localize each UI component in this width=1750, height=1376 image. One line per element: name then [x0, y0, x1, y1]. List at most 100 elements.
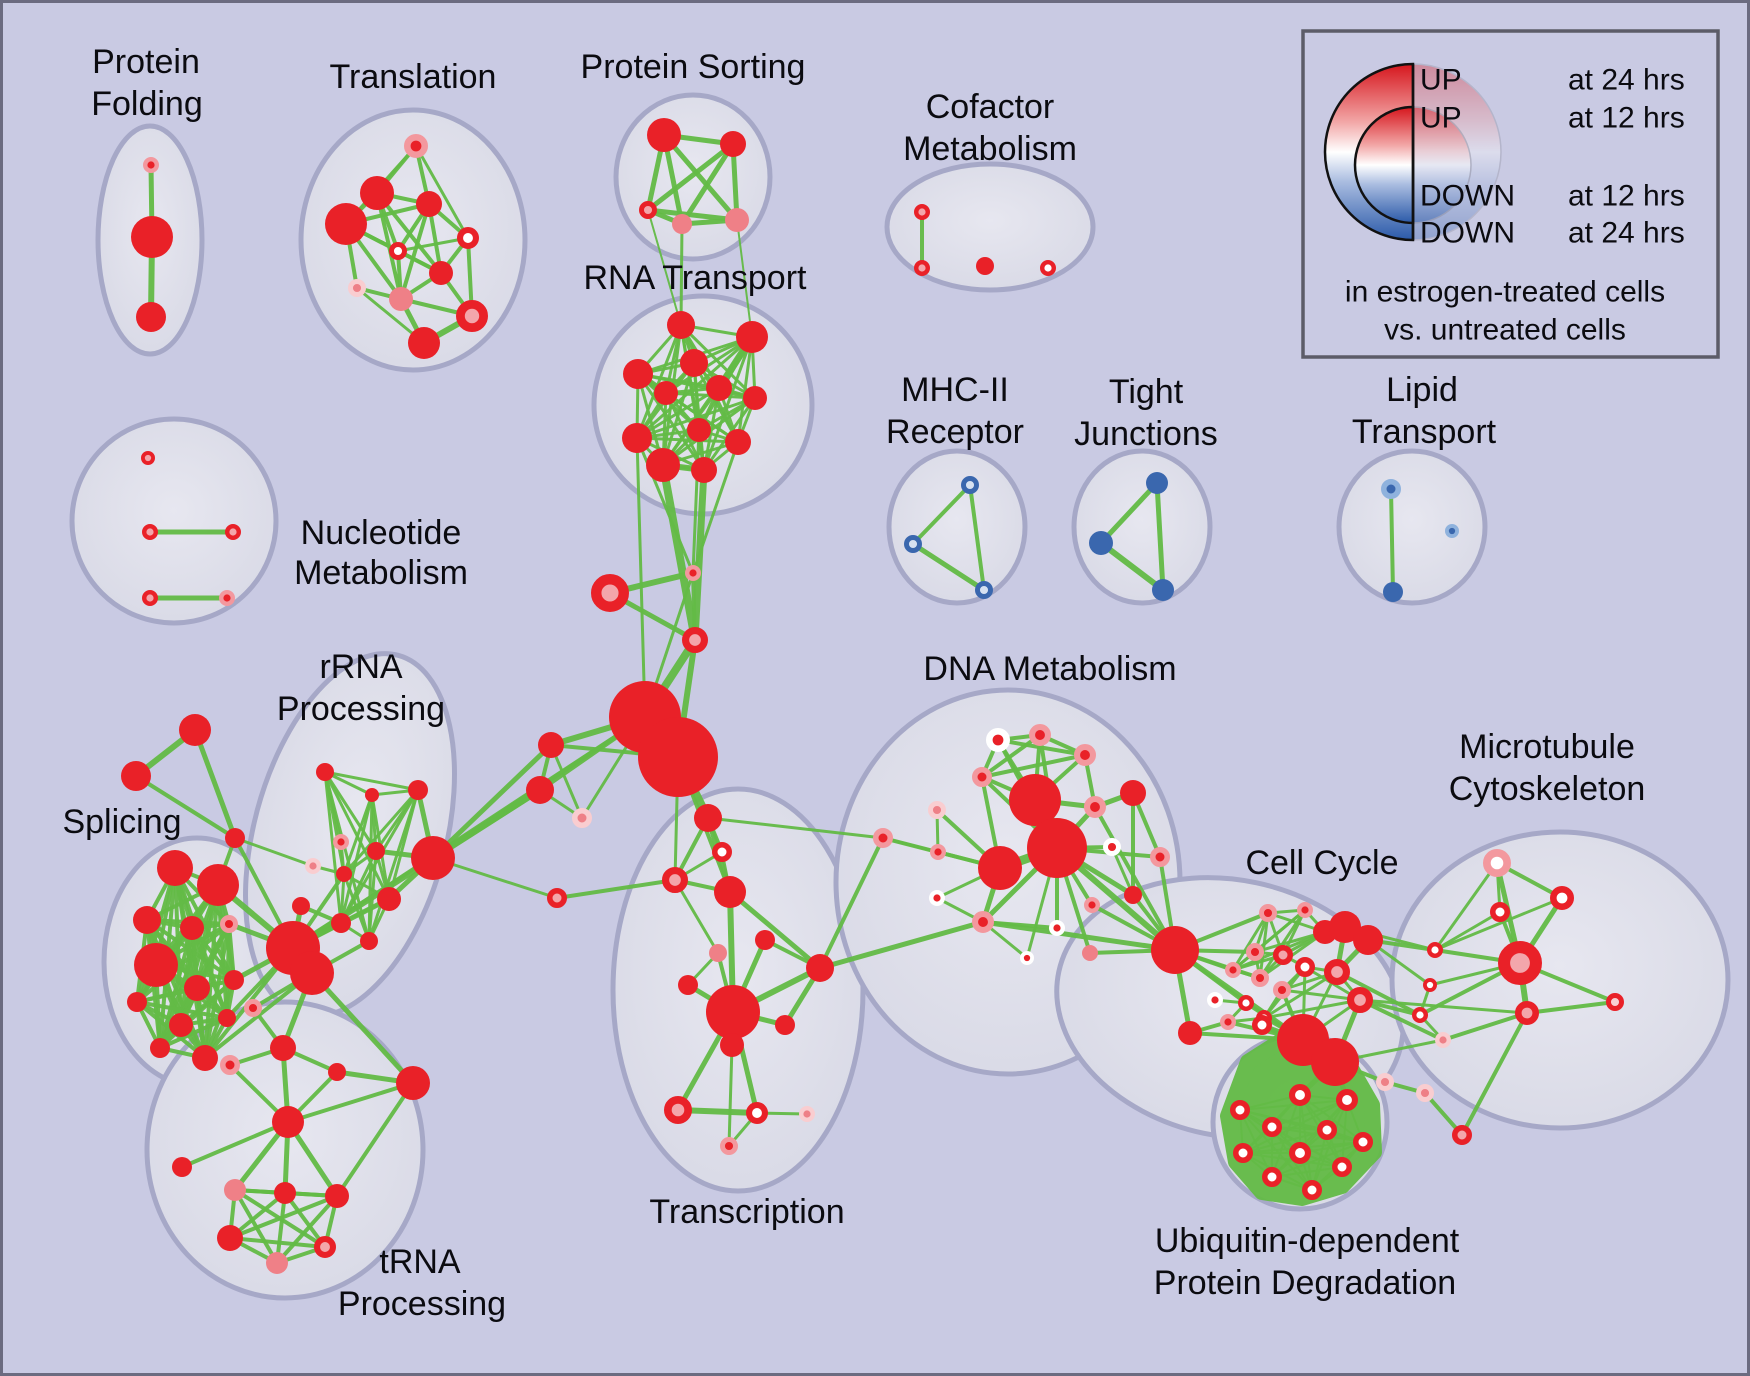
- node-pf3: [136, 302, 166, 332]
- node-d13: [1102, 837, 1121, 856]
- edge-rt1-rt9: [635, 323, 683, 440]
- node-r11: [360, 932, 378, 950]
- node-b3: [682, 627, 709, 654]
- node-k4: [1329, 911, 1361, 943]
- node-u2: [1289, 1084, 1312, 1107]
- edge-p1-p5: [661, 132, 740, 223]
- node-bh2: [1178, 1021, 1202, 1045]
- node-u1: [1252, 1015, 1272, 1035]
- edge-sh2-q4: [309, 970, 416, 1086]
- node-x9: [806, 954, 834, 982]
- cluster-label-mhc-ii-receptor: MHC-II: [901, 371, 1009, 409]
- node-x8: [678, 975, 698, 995]
- node-d4: [972, 767, 992, 787]
- edge-k1-k18: [1231, 911, 1270, 972]
- edge-u3-u10: [1341, 1099, 1348, 1168]
- node-d18: [1048, 920, 1065, 937]
- legend-direction-0: UP: [1420, 64, 1462, 97]
- node-q10: [217, 1225, 243, 1251]
- node-r12: [292, 897, 310, 915]
- node-x13: [663, 1095, 692, 1124]
- node-m3: [974, 580, 993, 599]
- node-u5: [1262, 1117, 1282, 1137]
- edge-k15-mt10: [1358, 998, 1445, 1042]
- cluster-label-translation: Translation: [330, 58, 497, 96]
- edge-j1-j3: [1154, 480, 1166, 593]
- cluster-label-lipid-transport: Lipid: [1386, 371, 1458, 409]
- cluster-label-ubiquitin-degradation: Ubiquitin-dependent: [1155, 1222, 1460, 1260]
- node-k9: [1323, 959, 1350, 986]
- node-x10: [706, 985, 760, 1039]
- node-q5: [272, 1106, 304, 1138]
- edge-x3-x7: [673, 878, 720, 955]
- node-u8: [1233, 1143, 1253, 1163]
- cluster-label-cofactor-metabolism: Cofactor: [926, 88, 1055, 126]
- cluster-label-tight-junctions: Tight: [1109, 373, 1184, 411]
- edge-d16-bh: [980, 919, 1178, 953]
- node-q4: [396, 1066, 430, 1100]
- node-mt11: [1452, 1125, 1472, 1145]
- node-bh: [1151, 926, 1199, 974]
- cluster-label-ubiquitin-degradation: Protein Degradation: [1154, 1264, 1456, 1302]
- node-t4: [416, 191, 442, 217]
- edge-m2-m3: [910, 541, 987, 593]
- node-c4: [1039, 260, 1056, 277]
- cluster-label-dna-metabolism: DNA Metabolism: [923, 650, 1176, 688]
- node-mt6: [1423, 977, 1438, 992]
- edge-u3-u11: [1271, 1099, 1348, 1178]
- node-mb2: [1415, 1083, 1434, 1102]
- cluster-label-microtubule-cytoskeleton: Microtubule: [1459, 728, 1635, 766]
- cluster-label-microtubule-cytoskeleton: Cytoskeleton: [1449, 770, 1646, 808]
- node-l1: [1381, 479, 1401, 499]
- node-rt8: [687, 418, 711, 442]
- node-d1: [985, 727, 1010, 752]
- node-x7: [709, 944, 727, 962]
- edge-r7-r10: [339, 849, 378, 925]
- edge-p4-rt1: [679, 222, 684, 327]
- node-sp3: [133, 906, 161, 934]
- node-d14: [1150, 847, 1170, 867]
- node-u4: [1230, 1100, 1250, 1120]
- cluster-label-protein-sorting: Protein Sorting: [581, 48, 806, 86]
- cluster-ellipse-mhc-ii-receptor: [886, 448, 1028, 606]
- edge-x9-d11: [818, 836, 885, 970]
- node-mt10: [1434, 1031, 1451, 1048]
- edge-r3-r6: [342, 788, 420, 876]
- node-rt6: [706, 375, 732, 401]
- node-rt4: [623, 359, 653, 389]
- legend-direction-2: DOWN: [1420, 180, 1515, 213]
- node-u10: [1332, 1157, 1352, 1177]
- node-k5: [1353, 925, 1383, 955]
- edge-mt10-mt7: [1441, 1011, 1529, 1042]
- node-d20: [1082, 945, 1098, 961]
- edge-rt7-rt9: [635, 396, 757, 440]
- node-x1: [694, 804, 722, 832]
- edge-u10-u11: [1271, 1166, 1343, 1178]
- node-sp10: [169, 1013, 193, 1037]
- edge-q10-q11: [228, 1236, 327, 1249]
- edge-x4-x3: [555, 878, 677, 900]
- legend-box: [1301, 29, 1720, 359]
- node-k6: [1245, 942, 1264, 961]
- node-x6: [755, 930, 775, 950]
- edge-t4-t9: [399, 202, 431, 301]
- node-d17: [1083, 897, 1100, 914]
- node-pf2: [131, 216, 173, 258]
- cluster-label-trna-processing: tRNA: [379, 1243, 461, 1281]
- node-rt11: [646, 448, 680, 482]
- node-p3: [638, 201, 657, 220]
- node-d19: [1019, 950, 1034, 965]
- node-t1: [403, 134, 428, 159]
- node-t11: [408, 327, 440, 359]
- legend-direction-3: DOWN: [1420, 217, 1515, 250]
- node-d7: [1120, 780, 1146, 806]
- node-r4: [333, 834, 350, 851]
- node-d16: [972, 911, 995, 934]
- edge-x9-d16: [817, 919, 986, 971]
- node-t6: [389, 242, 408, 261]
- node-rt7: [743, 386, 767, 410]
- edge-t6-t5: [396, 236, 470, 253]
- node-d8: [1009, 774, 1061, 826]
